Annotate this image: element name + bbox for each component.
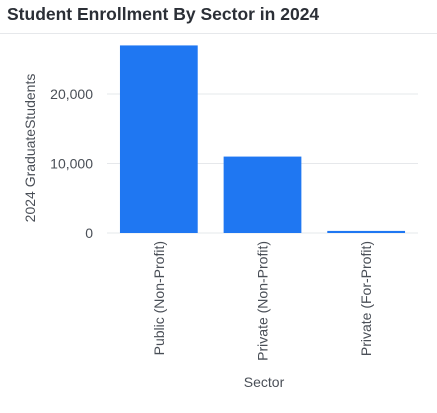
bars xyxy=(119,45,406,233)
title-divider xyxy=(0,33,437,34)
y-tick-label: 20,000 xyxy=(50,86,93,102)
x-axis-title: Sector xyxy=(244,374,285,390)
y-tick-labels: 0 10,000 20,000 xyxy=(50,86,93,241)
y-tick-label: 10,000 xyxy=(50,156,93,172)
chart-title: Student Enrollment By Sector in 2024 xyxy=(7,4,320,24)
x-tick-label: Private (For-Profit) xyxy=(358,241,374,356)
bar[interactable] xyxy=(119,45,198,233)
y-axis-title: 2024 GraduateStudents xyxy=(22,74,38,223)
bar[interactable] xyxy=(327,230,406,233)
bar[interactable] xyxy=(223,156,302,233)
x-tick-labels: Public (Non-Profit) Private (Non-Profit) P… xyxy=(151,241,374,361)
x-tick-label: Public (Non-Profit) xyxy=(151,241,167,355)
y-tick-label: 0 xyxy=(85,225,93,241)
x-tick-label: Private (Non-Profit) xyxy=(255,241,271,361)
